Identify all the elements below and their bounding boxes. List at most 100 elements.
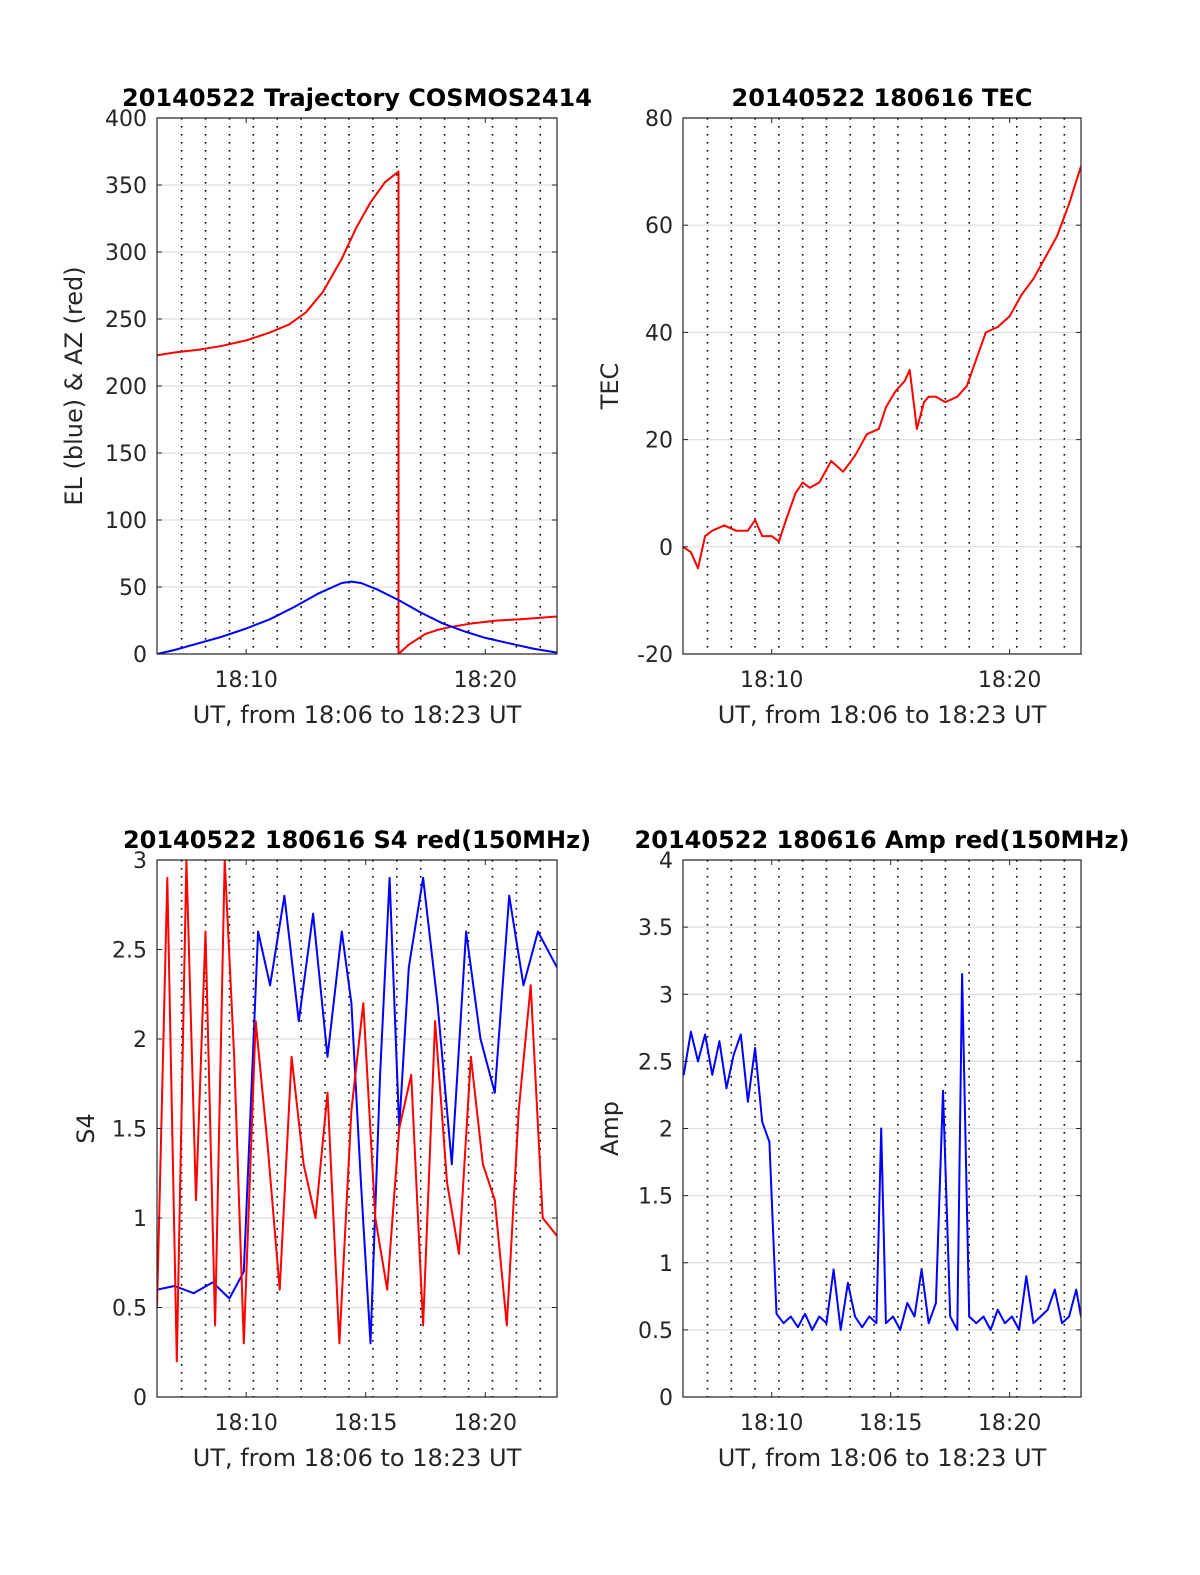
data-point (369, 201, 372, 204)
data-point (508, 642, 511, 645)
data-point (1044, 256, 1047, 259)
data-point (1032, 1322, 1035, 1325)
data-point (775, 1312, 778, 1315)
y-tick-label: -20 (637, 643, 673, 668)
data-point (916, 428, 918, 430)
data-point (436, 1002, 439, 1005)
data-point (697, 1060, 699, 1063)
series-line-amp (683, 973, 1081, 1331)
data-point (920, 1268, 923, 1271)
data-point (266, 1145, 269, 1148)
data-point (880, 1127, 883, 1130)
data-point (305, 311, 307, 314)
data-point (761, 1120, 764, 1123)
chart-s4: 0 0.5 1 1.5 2 2.5 3 18:10 18:15 18:20 20140522 180… (72, 826, 591, 1472)
data-point (269, 331, 271, 334)
data-point (283, 894, 286, 897)
data-point (173, 649, 176, 651)
data-point (1011, 1315, 1013, 1318)
y-tick-label: 40 (645, 321, 673, 346)
data-point (446, 1181, 448, 1184)
data-point (269, 984, 271, 987)
data-point (214, 1324, 217, 1327)
data-point (854, 1315, 856, 1318)
data-point (522, 984, 525, 987)
data-point (1008, 315, 1011, 318)
data-point (326, 1056, 329, 1058)
data-point (321, 291, 324, 294)
x-axis-label: UT, from 18:06 to 18:23 UT (718, 1444, 1047, 1472)
data-point (1053, 1288, 1056, 1291)
chart-amp: 0 0.5 1 1.5 2 2.5 3 3.5 4 18:10 18:15 18:20 20140522… (596, 826, 1129, 1472)
data-point (458, 1252, 460, 1255)
y-tick-label: 20 (645, 429, 673, 454)
data-point (228, 1297, 231, 1300)
data-point (221, 635, 224, 638)
data-point (312, 912, 314, 915)
x-axis-label: UT, from 18:06 to 18:23 UT (193, 701, 522, 729)
y-tick-label: 2 (659, 1118, 673, 1143)
data-point (470, 1056, 472, 1058)
data-point (297, 1020, 300, 1022)
data-point (233, 1056, 236, 1058)
data-point (877, 428, 880, 430)
data-point (1068, 202, 1070, 205)
data-point (830, 460, 833, 462)
series-line-el (157, 580, 557, 654)
data-point (369, 1342, 372, 1345)
data-point (1068, 1315, 1070, 1318)
data-point (975, 358, 978, 361)
data-point (861, 1326, 863, 1329)
data-point (804, 1312, 806, 1315)
data-point (739, 1033, 742, 1036)
data-point (472, 622, 475, 625)
x-tick-label: 18:15 (334, 1411, 397, 1436)
data-point (340, 257, 343, 260)
data-point (493, 1199, 496, 1201)
data-point (754, 519, 756, 521)
data-point (832, 1268, 835, 1271)
data-point (192, 1292, 195, 1295)
data-point (818, 481, 821, 484)
y-tick-label: 150 (105, 442, 147, 467)
data-point (379, 1073, 381, 1076)
y-tick-label: 0 (659, 536, 673, 561)
data-point (875, 1322, 878, 1325)
data-point (996, 326, 999, 328)
y-tick-label: 1 (133, 1207, 147, 1232)
data-point (422, 877, 424, 879)
y-tick-label: 0 (133, 643, 147, 668)
data-point (374, 1217, 377, 1219)
data-point (754, 1047, 756, 1049)
x-tick-label: 18:10 (214, 668, 277, 693)
y-tick-label: 100 (105, 509, 147, 534)
data-point (885, 1322, 887, 1325)
x-axis-label: UT, from 18:06 to 18:23 UT (718, 701, 1047, 729)
y-tick-label: 300 (105, 241, 147, 266)
data-point (541, 1217, 544, 1219)
data-point (770, 535, 773, 537)
data-point (204, 930, 207, 933)
data-point (975, 1322, 978, 1325)
data-point (529, 984, 532, 987)
y-tick-label: 2.5 (112, 939, 147, 964)
data-point (362, 1002, 365, 1005)
data-point (407, 966, 410, 969)
data-point (906, 1302, 909, 1304)
data-point (768, 1141, 771, 1143)
data-point (944, 401, 947, 403)
data-point (242, 1270, 245, 1273)
data-point (908, 369, 911, 371)
data-point (892, 1315, 894, 1318)
y-axis-label: EL (blue) & AZ (red) (60, 266, 88, 505)
data-point (747, 529, 749, 532)
data-point (913, 1315, 916, 1318)
data-point (868, 1315, 871, 1318)
data-point (326, 1091, 329, 1094)
data-point (942, 1090, 944, 1092)
data-point (482, 1163, 484, 1166)
data-point (532, 647, 534, 650)
data-point (1004, 1322, 1006, 1325)
y-axis-label: Amp (596, 1101, 624, 1156)
